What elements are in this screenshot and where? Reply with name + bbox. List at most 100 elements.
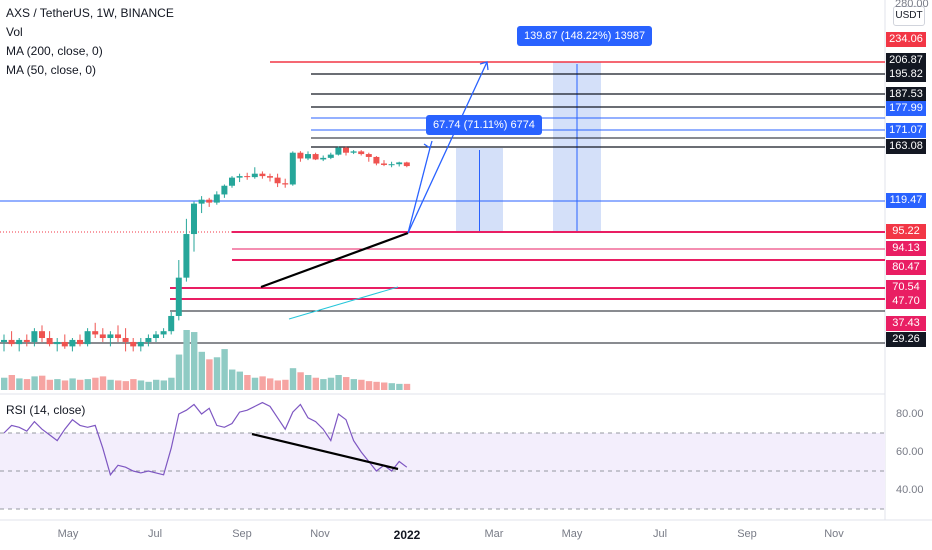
time-axis-label: Nov bbox=[310, 528, 330, 540]
candle-body[interactable] bbox=[381, 163, 387, 165]
volume-bar bbox=[358, 379, 365, 390]
candle-body[interactable] bbox=[396, 162, 403, 165]
candle-body[interactable] bbox=[343, 147, 349, 153]
candle-body[interactable] bbox=[168, 315, 175, 332]
volume-bar bbox=[99, 376, 107, 390]
candle-body[interactable] bbox=[213, 194, 220, 203]
candle-body[interactable] bbox=[403, 162, 410, 167]
price-support-trendline bbox=[260, 231, 409, 289]
candle-body[interactable] bbox=[388, 164, 395, 166]
ma200-indicator-label[interactable]: MA (200, close, 0) bbox=[6, 44, 103, 58]
candle-body[interactable] bbox=[312, 154, 319, 160]
candle-body[interactable] bbox=[206, 199, 213, 203]
candle-body[interactable] bbox=[77, 339, 83, 345]
price-tag: 70.54 bbox=[886, 280, 926, 295]
candle-body[interactable] bbox=[251, 173, 258, 178]
volume-bar bbox=[289, 368, 297, 390]
volume-bar bbox=[69, 378, 76, 390]
candle-body[interactable] bbox=[175, 277, 182, 316]
candle-body[interactable] bbox=[305, 154, 311, 159]
volume-bar bbox=[305, 375, 312, 390]
time-axis-label: Sep bbox=[737, 528, 757, 540]
price-tag: 234.06 bbox=[886, 32, 926, 47]
candle-body[interactable] bbox=[61, 341, 68, 347]
price-tag: 29.26 bbox=[886, 332, 926, 347]
projection-arrow-1 bbox=[407, 147, 431, 234]
projection-callout-1: 67.74 (71.11%) 6774 bbox=[426, 115, 542, 135]
volume-bar bbox=[282, 379, 289, 390]
projection-arrow-2 bbox=[407, 61, 488, 234]
candle-body[interactable] bbox=[244, 176, 251, 178]
candle-body[interactable] bbox=[289, 152, 296, 185]
volume-bar bbox=[61, 380, 69, 390]
volume-bar bbox=[251, 377, 259, 390]
candle-body[interactable] bbox=[39, 331, 45, 339]
candle-body[interactable] bbox=[236, 176, 243, 178]
volume-bar bbox=[107, 379, 114, 390]
candle-body[interactable] bbox=[229, 177, 235, 186]
candle-body[interactable] bbox=[320, 157, 327, 160]
currency-unit-button[interactable]: USDT bbox=[893, 6, 925, 26]
volume-bar bbox=[183, 330, 190, 390]
candle-body[interactable] bbox=[137, 341, 144, 347]
price-tag: 95.22 bbox=[886, 224, 926, 239]
candle-body[interactable] bbox=[365, 154, 372, 157]
candle-body[interactable] bbox=[358, 151, 365, 155]
volume-bar bbox=[381, 382, 388, 390]
price-tag: 206.87 bbox=[886, 53, 926, 68]
candle-body[interactable] bbox=[115, 334, 121, 339]
cyan-trendline bbox=[288, 286, 399, 320]
volume-bar bbox=[160, 380, 167, 390]
candle-body[interactable] bbox=[122, 338, 129, 342]
volume-bar bbox=[122, 381, 129, 390]
rsi-divergence-trendline bbox=[251, 432, 399, 471]
rsi-axis-label-60: 60.00 bbox=[896, 446, 924, 458]
volume-bar bbox=[335, 375, 342, 390]
candle-body[interactable] bbox=[221, 185, 228, 195]
price-tag: 187.53 bbox=[886, 87, 926, 102]
candle-body[interactable] bbox=[335, 147, 342, 155]
volume-bar bbox=[350, 379, 357, 390]
candle-body[interactable] bbox=[130, 341, 137, 347]
candle-body[interactable] bbox=[31, 331, 38, 342]
candle-body[interactable] bbox=[84, 331, 91, 345]
candle-body[interactable] bbox=[267, 176, 273, 178]
candle-body[interactable] bbox=[145, 338, 152, 342]
candle-body[interactable] bbox=[46, 338, 53, 345]
candle-body[interactable] bbox=[191, 203, 197, 235]
volume-bar bbox=[84, 379, 91, 390]
candle-body[interactable] bbox=[8, 339, 15, 345]
candle-body[interactable] bbox=[23, 339, 30, 342]
candle-body[interactable] bbox=[282, 183, 289, 185]
candle-body[interactable] bbox=[350, 151, 357, 153]
volume-bar bbox=[343, 377, 350, 390]
candle-body[interactable] bbox=[92, 331, 99, 335]
time-axis-label: May bbox=[57, 528, 79, 540]
candle-body[interactable] bbox=[1, 339, 7, 342]
ma50-indicator-label[interactable]: MA (50, close, 0) bbox=[6, 63, 97, 77]
symbol-title[interactable]: AXS / TetherUS, 1W, BINANCE bbox=[6, 6, 174, 20]
candle-body[interactable] bbox=[198, 199, 205, 204]
volume-bar bbox=[77, 379, 84, 390]
candle-body[interactable] bbox=[69, 339, 76, 347]
candle-body[interactable] bbox=[373, 156, 380, 164]
candle-body[interactable] bbox=[259, 173, 266, 177]
candle-body[interactable] bbox=[327, 154, 334, 158]
candle-body[interactable] bbox=[160, 331, 167, 335]
candle-body[interactable] bbox=[107, 334, 114, 339]
vol-indicator-label[interactable]: Vol bbox=[6, 25, 23, 39]
rsi-indicator-label[interactable]: RSI (14, close) bbox=[6, 403, 86, 417]
volume-bar bbox=[373, 381, 380, 390]
rsi-line bbox=[3, 401, 408, 477]
candle-body[interactable] bbox=[99, 334, 106, 339]
volume-bar bbox=[92, 377, 99, 390]
time-axis-label: Nov bbox=[824, 528, 844, 540]
candle-body[interactable] bbox=[16, 339, 23, 345]
candle-body[interactable] bbox=[274, 177, 281, 184]
volume-bar bbox=[175, 354, 183, 390]
candle-body[interactable] bbox=[183, 234, 190, 278]
candle-body[interactable] bbox=[54, 341, 61, 345]
candle-body[interactable] bbox=[297, 152, 304, 159]
candle-body[interactable] bbox=[153, 334, 159, 339]
